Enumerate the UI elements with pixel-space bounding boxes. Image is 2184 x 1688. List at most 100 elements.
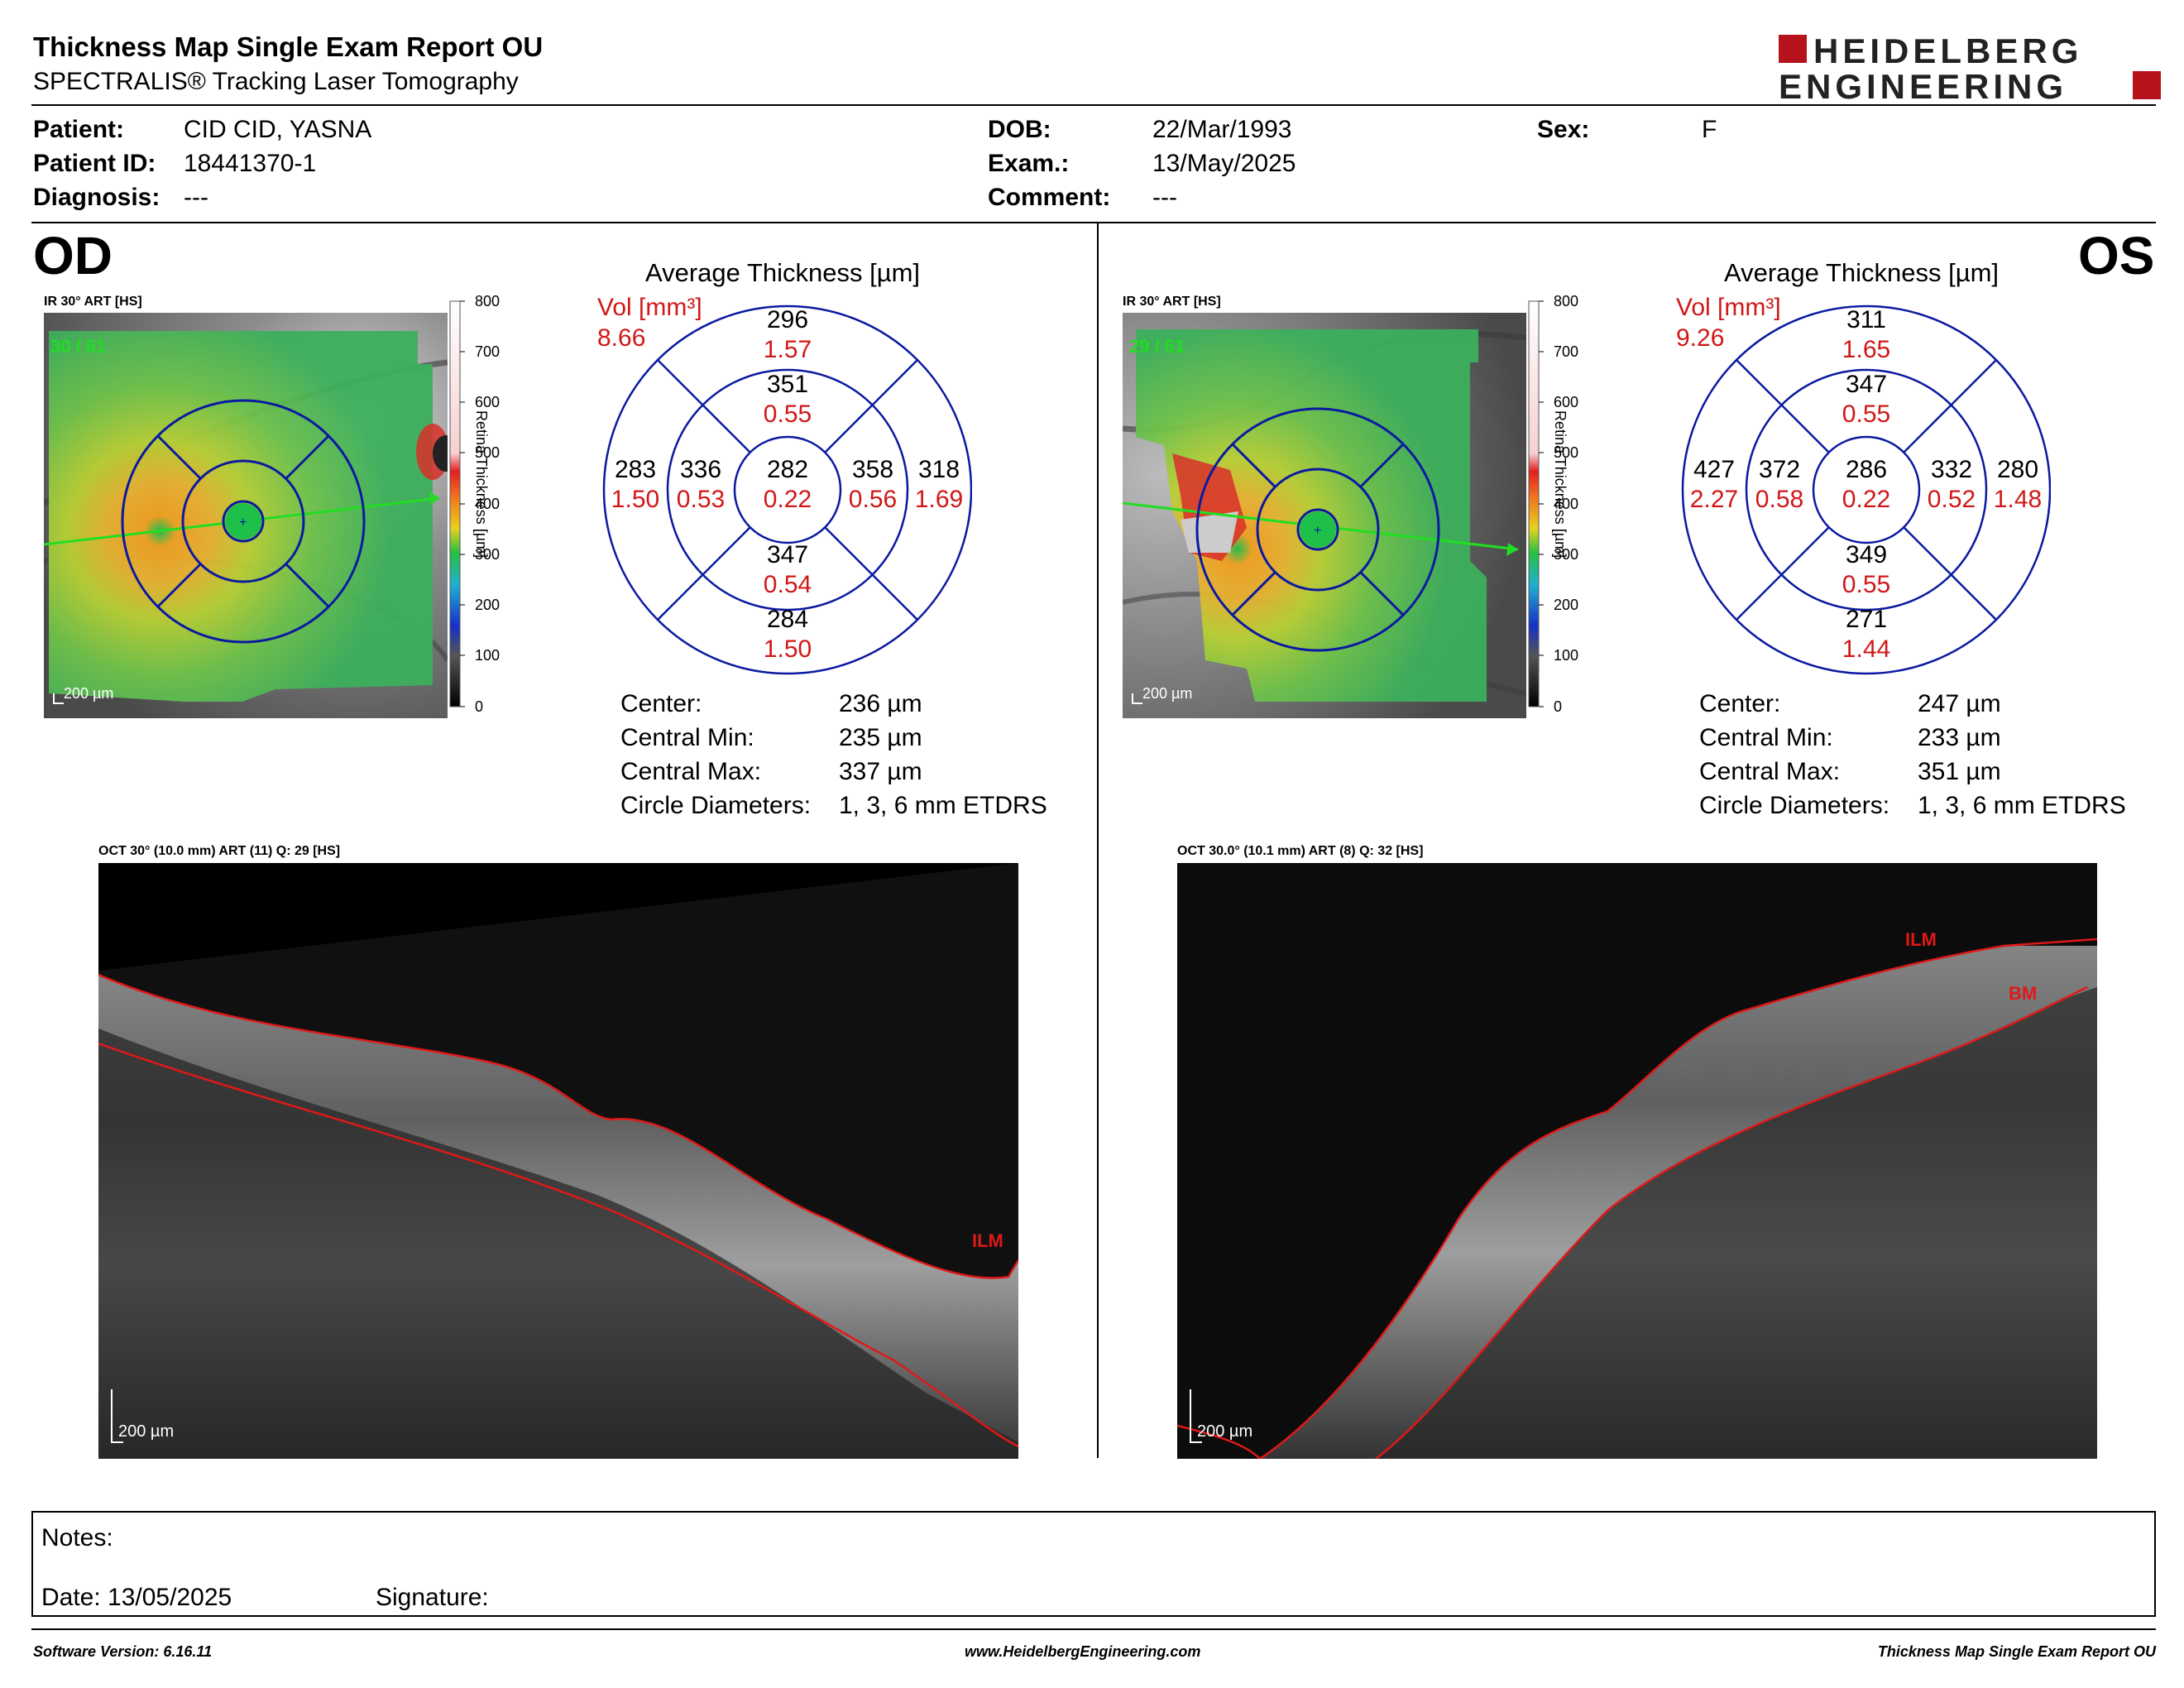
od-inner-temporal-volume: 0.53 [677,486,725,513]
os-inner-nasal-thickness: 372 [1759,456,1800,483]
os-color-scale: 800 700 600 500 400 300 200 100 0 Retina… [1522,293,1583,728]
os-vol-label: Vol [mm³] [1676,294,1781,321]
os-inner-nasal-volume: 0.58 [1755,486,1803,513]
od-ir-caption: IR 30° ART [HS] [44,295,142,309]
os-center-volume: 0.22 [1842,486,1890,513]
os-scale-tick: 800 [1554,295,1578,309]
od-outer-temporal-thickness: 283 [615,456,656,483]
os-thickness-map: + 29 / 61 200 µm [1122,313,1527,718]
date-label: Date: 13/05/2025 [41,1584,232,1611]
od-scale-tick: 0 [475,698,483,715]
diagnosis-label: Diagnosis: [33,184,160,211]
software-version: Software Version: 6.16.11 [33,1643,213,1660]
os-inner-inferior-volume: 0.55 [1842,571,1890,598]
os-inner-temporal-volume: 0.52 [1928,486,1976,513]
os-outer-temporal-thickness: 280 [1997,456,2038,483]
od-vol-label: Vol [mm³] [597,294,702,321]
sex-value: F [1702,116,1717,143]
od-center-thickness: 282 [767,456,808,483]
patient-value: CID CID, YASNA [184,116,372,143]
od-inner-superior-thickness: 351 [767,371,808,398]
od-oct-caption: OCT 30° (10.0 mm) ART (11) Q: 29 [HS] [98,844,341,858]
od-stat-label: Central Max: [620,758,762,785]
svg-text:+: + [1314,524,1321,538]
os-stat-value: 1, 3, 6 mm ETDRS [1918,792,2126,819]
patient-label: Patient: [33,116,125,143]
os-scale-tick: 700 [1554,343,1578,360]
signature-label: Signature: [376,1584,489,1611]
os-stat-label: Central Min: [1699,724,1833,751]
od-thickness-map: + 30 / 61 200 µm [42,313,459,718]
notes-label: Notes: [41,1524,113,1551]
footer-website: www.HeidelbergEngineering.com [965,1643,1201,1660]
os-ir-caption: IR 30° ART [HS] [1123,295,1221,309]
eye-divider [1097,223,1099,1458]
os-stat-label: Central Max: [1699,758,1841,785]
os-scale-tick: 200 [1554,597,1578,613]
os-oct-scale: 200 µm [1197,1422,1252,1441]
os-oct-bscan: ILM BM 200 µm [1176,863,2098,1460]
od-stat-label: Circle Diameters: [620,792,812,819]
os-scale-tick: 400 [1554,496,1578,512]
patient-id-value: 18441370-1 [184,150,317,177]
dob-value: 22/Mar/1993 [1152,116,1292,143]
od-scale-tick: 200 [475,597,500,613]
os-oct-caption: OCT 30.0° (10.1 mm) ART (8) Q: 32 [HS] [1177,844,1424,858]
od-vol-value: 8.66 [597,324,646,352]
sex-label: Sex: [1537,116,1590,143]
od-scale-tick: 700 [475,343,500,360]
os-inner-temporal-thickness: 332 [1931,456,1972,483]
od-inner-temporal-thickness: 336 [680,456,721,483]
od-stat-value: 236 µm [839,690,922,717]
od-stat-value: 1, 3, 6 mm ETDRS [839,792,1047,819]
od-stat-label: Central Min: [620,724,754,751]
od-center-volume: 0.22 [764,486,812,513]
os-center-thickness: 286 [1846,456,1887,483]
od-scale-tick: 300 [475,546,500,563]
logo-line1: HEIDELBERG [1813,31,2082,70]
svg-text:+: + [239,516,247,530]
os-outer-superior-volume: 1.65 [1842,336,1890,363]
dob-label: DOB: [988,116,1051,143]
os-oct-bm-label: BM [2009,983,2037,1004]
od-avg-title: Average Thickness [µm] [645,258,921,287]
od-scale-tick: 400 [475,496,500,512]
od-outer-inferior-volume: 1.50 [764,635,812,663]
os-outer-nasal-thickness: 427 [1693,456,1735,483]
od-outer-nasal-thickness: 318 [918,456,960,483]
od-etdrs-grid: 296 1.57 351 0.55 282 0.22 336 0.53 358 … [592,290,973,679]
os-inner-superior-volume: 0.55 [1842,400,1890,428]
os-vol-value: 9.26 [1676,324,1725,352]
os-ir-scale: 200 µm [1142,685,1192,702]
od-scale-tick: 100 [475,647,500,664]
od-eye-label: OD [33,226,113,285]
od-stat-value: 235 µm [839,724,922,751]
os-eye-label: OS [2078,226,2155,285]
od-outer-superior-volume: 1.57 [764,336,812,363]
os-outer-inferior-thickness: 271 [1846,606,1887,633]
od-oct-bscan: ILM 200 µm [98,863,1020,1459]
od-inner-superior-volume: 0.55 [764,400,812,428]
od-outer-temporal-volume: 1.50 [611,486,659,513]
od-outer-superior-thickness: 296 [767,306,808,333]
od-ir-scale: 200 µm [64,685,113,702]
od-scale-label: Retina Thickness [µm] [473,410,490,558]
os-scale-tick: 600 [1554,394,1578,410]
os-outer-temporal-volume: 1.48 [1994,486,2042,513]
comment-value: --- [1152,184,1177,211]
od-outer-nasal-volume: 1.69 [915,486,963,513]
os-inner-inferior-thickness: 349 [1846,541,1887,568]
diagnosis-value: --- [184,184,208,211]
footer-report-name: Thickness Map Single Exam Report OU [1877,1643,2156,1660]
os-outer-superior-thickness: 311 [1846,306,1886,333]
notes-box: Notes: Date: 13/05/2025 Signature: [31,1511,2156,1617]
os-oct-ilm-label: ILM [1905,929,1937,950]
report-title: Thickness Map Single Exam Report OU [33,31,544,62]
od-stat-label: Center: [620,690,702,717]
os-avg-title: Average Thickness [µm] [1724,258,2000,287]
os-scale-tick: 300 [1554,546,1578,563]
od-inner-inferior-volume: 0.54 [764,571,812,598]
os-stat-label: Circle Diameters: [1699,792,1890,819]
os-scale-tick: 0 [1554,698,1562,715]
os-inner-superior-thickness: 347 [1846,371,1887,398]
